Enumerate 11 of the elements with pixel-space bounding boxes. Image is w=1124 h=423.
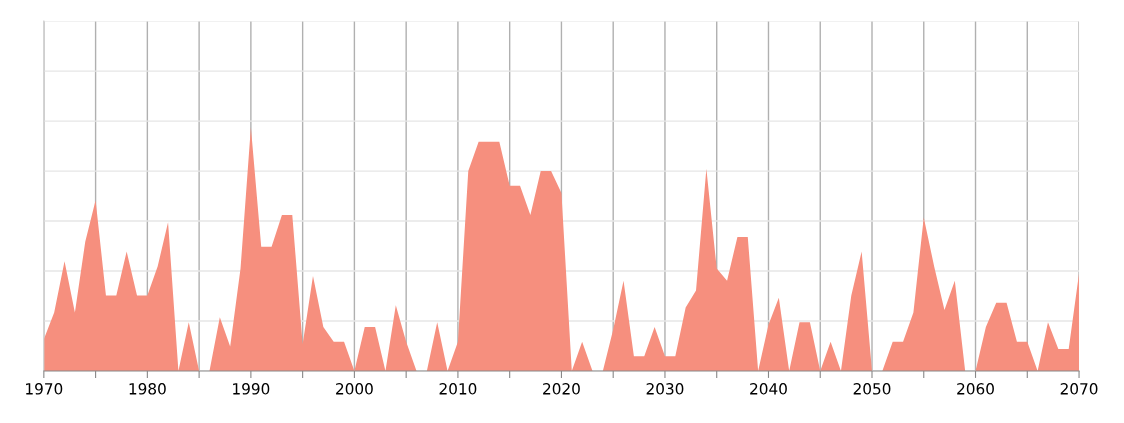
x-tick-label: 2010 xyxy=(439,383,477,395)
x-tick-label: 2040 xyxy=(750,383,787,395)
x-tick-label: 2030 xyxy=(646,383,684,395)
x-tick-label: 1970 xyxy=(26,383,63,395)
x-tick-label: 1980 xyxy=(129,383,166,395)
x-tick-label: 2060 xyxy=(957,383,994,395)
x-tick-label: 2020 xyxy=(543,383,580,395)
x-tick-label: 2070 xyxy=(1060,383,1098,395)
x-tick-label: 1990 xyxy=(233,383,270,395)
x-tick-label: 2000 xyxy=(336,383,373,395)
x-tick-label: 2050 xyxy=(853,383,891,395)
